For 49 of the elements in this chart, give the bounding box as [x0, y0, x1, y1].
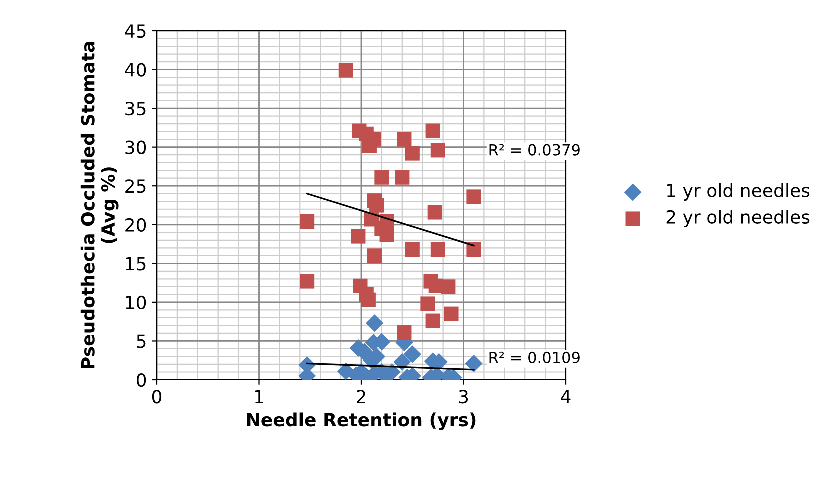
- y-tick-label: 0: [136, 373, 146, 388]
- annotation: R² = 0.0379: [490, 144, 580, 156]
- x-tick-label: 2: [357, 390, 366, 404]
- point: [370, 198, 384, 213]
- y-tick-label: 35: [126, 102, 146, 116]
- point: [397, 325, 412, 340]
- point: [300, 274, 315, 289]
- point: [404, 346, 422, 364]
- x-tick-label: 4: [561, 390, 571, 404]
- point: [395, 170, 410, 185]
- legend-label: 2 yr old needles: [666, 210, 810, 228]
- point: [361, 292, 376, 308]
- point: [338, 63, 354, 78]
- point: [426, 314, 440, 328]
- y-tick-label: 40: [125, 63, 146, 77]
- point: [394, 353, 412, 371]
- point: [465, 354, 483, 372]
- y-axis-title: Pseudothecia Occluded Stomata (Avg %): [80, 42, 119, 368]
- point: [351, 229, 366, 244]
- y-tick-label: 5: [137, 334, 146, 348]
- y-tick-label: 25: [126, 180, 146, 194]
- point: [466, 242, 482, 257]
- y-tick-label: 45: [125, 24, 146, 38]
- point: [428, 205, 442, 220]
- point: [368, 248, 382, 264]
- point: [420, 296, 436, 312]
- x-tick-label: 1: [255, 390, 264, 404]
- y-tick-label: 30: [126, 140, 146, 154]
- point: [444, 306, 459, 322]
- y-tick-label: 15: [126, 257, 146, 271]
- point: [374, 170, 390, 185]
- y-tick-label: 20: [126, 218, 146, 232]
- legend-label: 1 yr old needles: [668, 184, 810, 201]
- point: [466, 190, 482, 204]
- point: [441, 280, 456, 294]
- point: [397, 132, 412, 147]
- y-tick-label: 10: [126, 296, 146, 310]
- point: [430, 143, 446, 158]
- point: [405, 242, 420, 257]
- x-tick-label: 3: [459, 390, 468, 404]
- x-tick-label: 0: [152, 390, 162, 404]
- point: [300, 214, 315, 230]
- point: [366, 314, 384, 332]
- point: [430, 242, 446, 257]
- point: [426, 124, 440, 138]
- x-axis-title: Needle Retention (yrs): [247, 412, 476, 430]
- point: [380, 228, 394, 242]
- annotation: R² = 0.0109: [490, 352, 580, 364]
- point: [405, 146, 420, 161]
